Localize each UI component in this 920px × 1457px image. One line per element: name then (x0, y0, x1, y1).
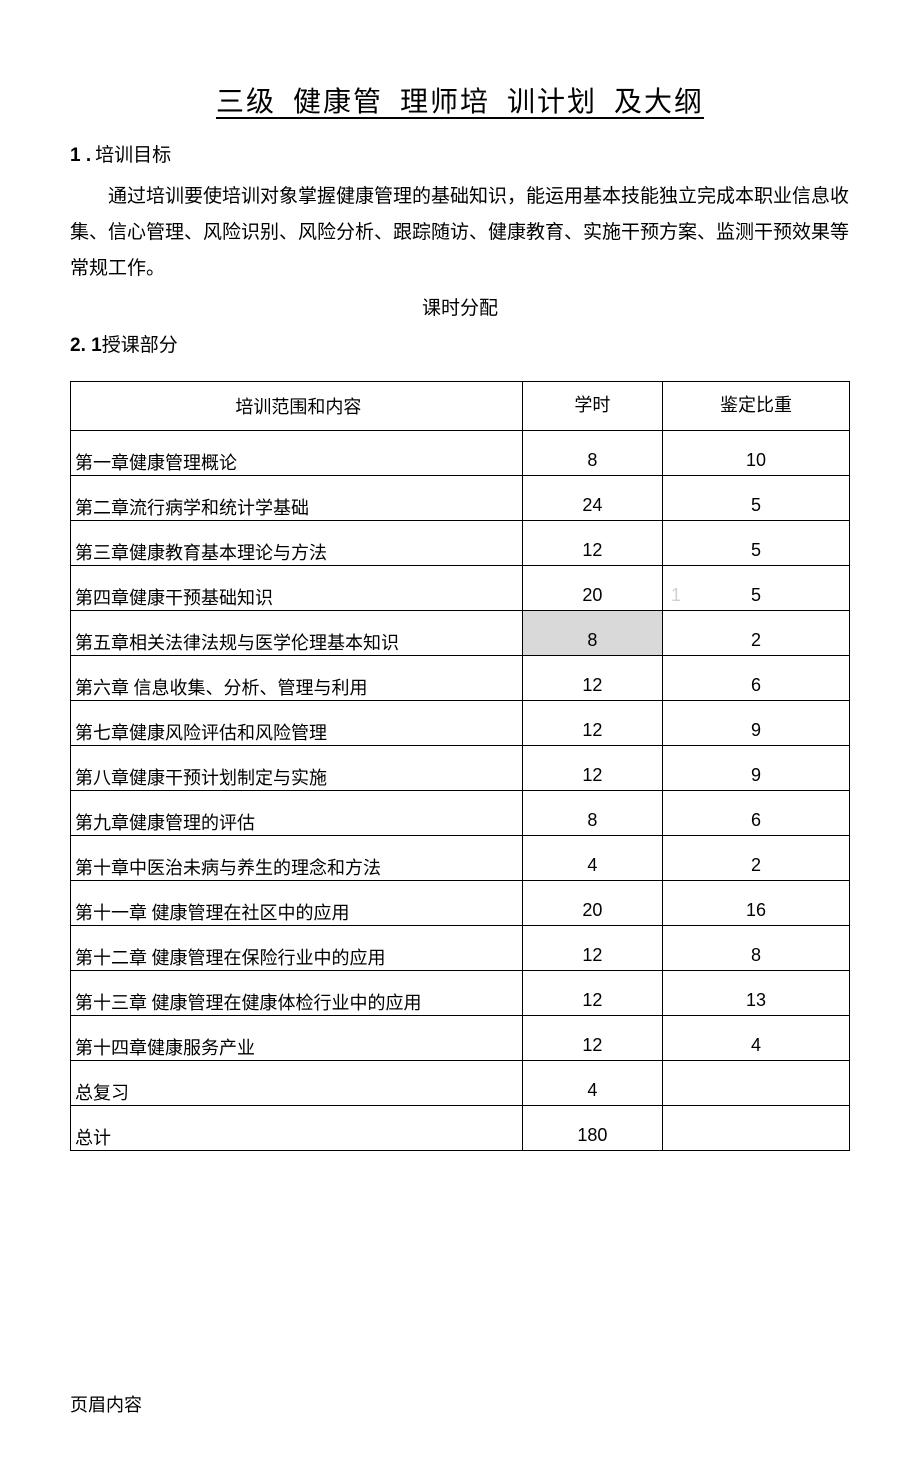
cell-hours: 24 (522, 476, 662, 521)
weight-value: 4 (751, 1035, 761, 1055)
table-row: 第六章 信息收集、分析、管理与利用12 6 (71, 656, 850, 701)
table-header-row: 培训范围和内容 学时 鉴定比重 (71, 382, 850, 431)
cell-weight (663, 1061, 850, 1106)
weight-value: 6 (751, 675, 761, 695)
cell-content: 第七章健康风险评估和风险管理 (71, 701, 523, 746)
weight-value: 9 (751, 765, 761, 785)
intro-paragraph: 通过培训要使培训对象掌握健康管理的基础知识，能运用基本技能独立完成本职业信息收集… (70, 179, 850, 287)
header-weight: 鉴定比重 (663, 382, 850, 431)
cell-hours: 180 (522, 1106, 662, 1151)
cell-weight: 6 (663, 791, 850, 836)
cell-hours: 12 (522, 1016, 662, 1061)
cell-content: 第十一章 健康管理在社区中的应用 (71, 881, 523, 926)
cell-weight: 2 (663, 611, 850, 656)
cell-weight: 4 (663, 1016, 850, 1061)
cell-content: 第十四章健康服务产业 (71, 1016, 523, 1061)
header-content: 培训范围和内容 (71, 382, 523, 431)
table-row: 总复习4 (71, 1061, 850, 1106)
table-row: 第四章健康干预基础知识2015 (71, 566, 850, 611)
table-row: 第十一章 健康管理在社区中的应用20 16 (71, 881, 850, 926)
cell-hours: 12 (522, 701, 662, 746)
course-table: 培训范围和内容 学时 鉴定比重 第一章健康管理概论810第二章流行病学和统计学基… (70, 381, 850, 1151)
weight-value: 16 (746, 900, 766, 920)
cell-content: 第三章健康教育基本理论与方法 (71, 521, 523, 566)
cell-weight: 5 (663, 476, 850, 521)
cell-weight: 2 (663, 836, 850, 881)
table-row: 第七章健康风险评估和风险管理12 9 (71, 701, 850, 746)
cell-content: 第四章健康干预基础知识 (71, 566, 523, 611)
cell-weight: 9 (663, 746, 850, 791)
cell-hours: 12 (522, 746, 662, 791)
cell-content: 第九章健康管理的评估 (71, 791, 523, 836)
cell-weight: 16 (663, 881, 850, 926)
section-label: 培训目标 (95, 145, 171, 166)
weight-value: 2 (751, 855, 761, 875)
cell-content: 第二章流行病学和统计学基础 (71, 476, 523, 521)
section-number: 2. 1 (70, 335, 102, 356)
cell-content: 总复习 (71, 1061, 523, 1106)
cell-hours: 4 (522, 836, 662, 881)
page-footer: 页眉内容 (0, 1391, 920, 1457)
cell-hours: 20 (522, 881, 662, 926)
cell-weight: 5 (663, 521, 850, 566)
cell-content: 第十二章 健康管理在保险行业中的应用 (71, 926, 523, 971)
cell-content: 第十三章 健康管理在健康体检行业中的应用 (71, 971, 523, 1016)
cell-hours: 12 (522, 971, 662, 1016)
weight-value: 5 (751, 495, 761, 515)
cell-hours: 8 (522, 791, 662, 836)
table-row: 第九章健康管理的评估8 6 (71, 791, 850, 836)
weight-value: 10 (746, 450, 766, 470)
section-label: 授课部分 (102, 335, 178, 356)
cell-hours: 8 (522, 431, 662, 476)
cell-content: 第五章相关法律法规与医学伦理基本知识 (71, 611, 523, 656)
cell-hours: 8 (522, 611, 662, 656)
cell-weight: 13 (663, 971, 850, 1016)
document-page: 三级 健康管 理师培 训计划 及大纲 1 .培训目标 通过培训要使培训对象掌握健… (0, 0, 920, 1191)
cell-weight: 10 (663, 431, 850, 476)
table-row: 第十四章健康服务产业12 4 (71, 1016, 850, 1061)
weight-value: 9 (751, 720, 761, 740)
weight-value: 5 (751, 585, 761, 605)
table-row: 第十章中医治未病与养生的理念和方法4 2 (71, 836, 850, 881)
weight-value: 5 (751, 540, 761, 560)
cell-content: 第一章健康管理概论 (71, 431, 523, 476)
section-number: 1 . (70, 145, 91, 166)
weight-value: 13 (746, 990, 766, 1010)
cell-content: 总计 (71, 1106, 523, 1151)
cell-hours: 12 (522, 521, 662, 566)
cell-weight: 9 (663, 701, 850, 746)
cell-hours: 12 (522, 656, 662, 701)
table-subtitle: 课时分配 (70, 293, 850, 320)
weight-value: 8 (751, 945, 761, 965)
cell-weight: 6 (663, 656, 850, 701)
cell-weight (663, 1106, 850, 1151)
table-row: 总计180 (71, 1106, 850, 1151)
weight-value: 6 (751, 810, 761, 830)
table-row: 第一章健康管理概论8 10 (71, 431, 850, 476)
cell-content: 第十章中医治未病与养生的理念和方法 (71, 836, 523, 881)
cell-hours: 20 (522, 566, 662, 611)
cell-hours: 12 (522, 926, 662, 971)
cell-content: 第八章健康干预计划制定与实施 (71, 746, 523, 791)
watermark-digit: 1 (671, 585, 681, 606)
table-row: 第五章相关法律法规与医学伦理基本知识8 2 (71, 611, 850, 656)
cell-content: 第六章 信息收集、分析、管理与利用 (71, 656, 523, 701)
cell-weight: 15 (663, 566, 850, 611)
section-heading-1: 1 .培训目标 (70, 140, 850, 167)
header-hours: 学时 (522, 382, 662, 431)
cell-hours: 4 (522, 1061, 662, 1106)
table-row: 第三章健康教育基本理论与方法12 5 (71, 521, 850, 566)
page-title: 三级 健康管 理师培 训计划 及大纲 (70, 80, 850, 120)
table-row: 第八章健康干预计划制定与实施12 9 (71, 746, 850, 791)
table-row: 第十二章 健康管理在保险行业中的应用12 8 (71, 926, 850, 971)
weight-value: 2 (751, 630, 761, 650)
table-row: 第十三章 健康管理在健康体检行业中的应用12 13 (71, 971, 850, 1016)
table-row: 第二章流行病学和统计学基础24 5 (71, 476, 850, 521)
cell-weight: 8 (663, 926, 850, 971)
section-heading-2: 2. 1授课部分 (70, 330, 850, 357)
